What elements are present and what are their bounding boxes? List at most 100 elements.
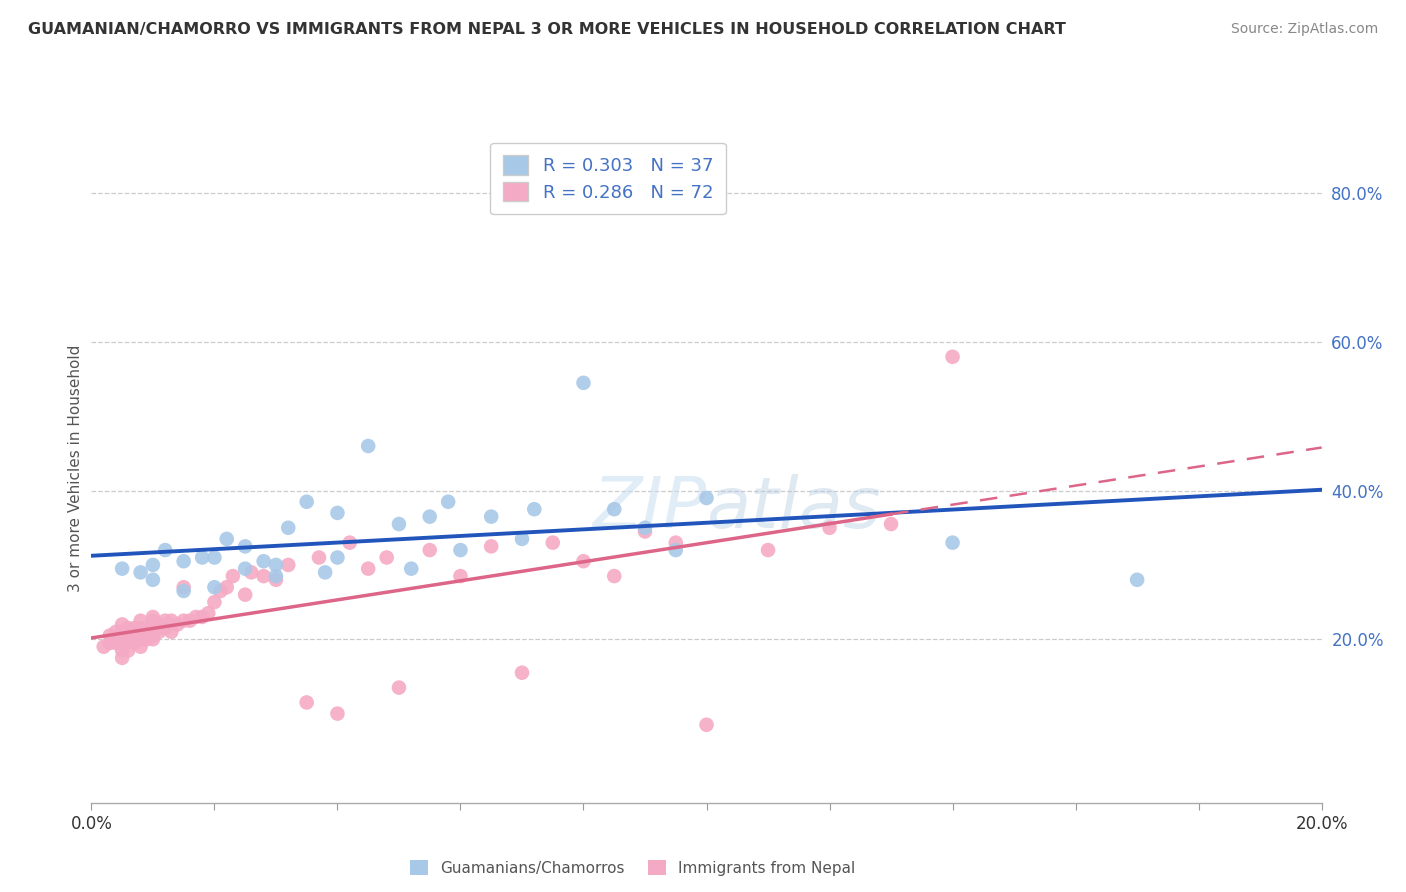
Point — [184, 610, 207, 624]
Point — [240, 566, 263, 580]
Point — [253, 569, 276, 583]
Point — [233, 588, 256, 602]
Point — [179, 614, 201, 628]
Point — [191, 550, 214, 565]
Point — [129, 614, 152, 628]
Point — [111, 651, 134, 665]
Point — [215, 580, 238, 594]
Point — [166, 617, 188, 632]
Point — [160, 614, 183, 628]
Point — [388, 517, 411, 532]
Point — [111, 624, 134, 639]
Point — [308, 550, 330, 565]
Text: atlas: atlas — [706, 474, 882, 543]
Point — [160, 624, 183, 639]
Point — [233, 539, 256, 553]
Point — [264, 569, 287, 583]
Point — [129, 566, 152, 580]
Point — [880, 517, 903, 532]
Point — [117, 621, 139, 635]
Point — [129, 621, 152, 635]
Point — [209, 584, 232, 599]
Point — [124, 636, 146, 650]
Point — [696, 491, 718, 505]
Point — [148, 624, 170, 639]
Text: GUAMANIAN/CHAMORRO VS IMMIGRANTS FROM NEPAL 3 OR MORE VEHICLES IN HOUSEHOLD CORR: GUAMANIAN/CHAMORRO VS IMMIGRANTS FROM NE… — [28, 22, 1066, 37]
Text: ZIP: ZIP — [592, 474, 706, 543]
Text: Source: ZipAtlas.com: Source: ZipAtlas.com — [1230, 22, 1378, 37]
Point — [135, 624, 157, 639]
Point — [111, 636, 134, 650]
Point — [277, 558, 299, 572]
Point — [479, 509, 502, 524]
Point — [153, 543, 177, 558]
Point — [357, 562, 380, 576]
Point — [93, 640, 115, 654]
Point — [111, 643, 134, 657]
Point — [111, 617, 134, 632]
Point — [173, 554, 195, 568]
Point — [153, 621, 177, 635]
Point — [314, 566, 336, 580]
Point — [942, 350, 965, 364]
Point — [665, 535, 688, 549]
Point — [419, 509, 441, 524]
Point — [634, 524, 657, 539]
Point — [173, 580, 195, 594]
Point — [264, 573, 287, 587]
Point — [572, 376, 595, 390]
Point — [603, 569, 626, 583]
Point — [634, 521, 657, 535]
Point — [449, 543, 471, 558]
Point — [124, 621, 146, 635]
Point — [142, 573, 165, 587]
Point — [197, 607, 219, 621]
Point — [173, 584, 195, 599]
Point — [202, 550, 225, 565]
Y-axis label: 3 or more Vehicles in Household: 3 or more Vehicles in Household — [67, 344, 83, 592]
Point — [326, 506, 349, 520]
Point — [388, 681, 411, 695]
Point — [202, 595, 225, 609]
Point — [437, 494, 460, 508]
Point — [105, 624, 127, 639]
Point — [818, 521, 841, 535]
Point — [129, 640, 152, 654]
Point — [942, 535, 965, 549]
Legend: Guamanians/Chamorros, Immigrants from Nepal: Guamanians/Chamorros, Immigrants from Ne… — [404, 855, 862, 882]
Point — [111, 562, 134, 576]
Point — [142, 558, 165, 572]
Point — [117, 632, 139, 647]
Point — [105, 636, 127, 650]
Point — [756, 543, 779, 558]
Point — [419, 543, 441, 558]
Point — [233, 562, 256, 576]
Point — [142, 614, 165, 628]
Point — [202, 580, 225, 594]
Point — [148, 617, 170, 632]
Point — [117, 643, 139, 657]
Point — [124, 629, 146, 643]
Point — [222, 569, 245, 583]
Point — [142, 629, 165, 643]
Point — [339, 535, 361, 549]
Point — [142, 610, 165, 624]
Point — [665, 543, 688, 558]
Point — [572, 554, 595, 568]
Point — [135, 632, 157, 647]
Point — [326, 550, 349, 565]
Point — [603, 502, 626, 516]
Point — [295, 696, 318, 710]
Point — [295, 494, 318, 508]
Point — [510, 665, 533, 680]
Point — [98, 636, 121, 650]
Point — [129, 632, 152, 647]
Point — [142, 617, 165, 632]
Point — [326, 706, 349, 721]
Point — [215, 532, 238, 546]
Point — [375, 550, 398, 565]
Point — [111, 632, 134, 647]
Point — [264, 558, 287, 572]
Point — [153, 614, 177, 628]
Point — [523, 502, 546, 516]
